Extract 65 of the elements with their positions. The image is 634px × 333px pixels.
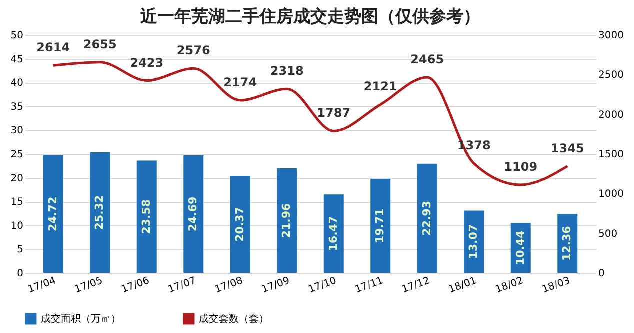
x-tick-label: 17/04 bbox=[26, 276, 58, 296]
data-label: 2423 bbox=[130, 56, 164, 70]
legend-label: 成交面积（万㎡） bbox=[41, 313, 121, 325]
data-label: 2318 bbox=[270, 64, 304, 78]
data-label: 2174 bbox=[224, 76, 258, 90]
y2-tick-label: 3000 bbox=[598, 30, 624, 42]
y-tick-label: 50 bbox=[10, 30, 24, 42]
data-label: 22.93 bbox=[420, 201, 434, 236]
x-tick-label: 17/11 bbox=[354, 276, 385, 296]
x-tick-label: 17/05 bbox=[74, 276, 104, 296]
x-tick-label: 17/12 bbox=[400, 276, 432, 296]
x-tick-label: 18/03 bbox=[541, 276, 572, 296]
bar bbox=[277, 168, 298, 273]
data-label: 10.44 bbox=[514, 230, 527, 266]
data-label: 20.37 bbox=[233, 207, 246, 242]
bar bbox=[230, 176, 250, 273]
bar bbox=[370, 179, 391, 273]
y2-tick-label: 2500 bbox=[598, 70, 624, 82]
y-tick-label: 20 bbox=[10, 173, 24, 184]
y-tick-label: 0 bbox=[17, 268, 24, 280]
bar bbox=[136, 160, 157, 273]
y2-tick-label: 1500 bbox=[598, 150, 624, 160]
y-tick-label: 40 bbox=[10, 78, 24, 90]
x-tick-label: 18/01 bbox=[448, 276, 478, 296]
data-label: 23.58 bbox=[140, 199, 153, 234]
y-tick-label: 45 bbox=[10, 54, 24, 66]
data-label: 2576 bbox=[176, 44, 210, 58]
x-tick-label: 17/08 bbox=[214, 276, 245, 296]
data-label: 1345 bbox=[550, 141, 584, 156]
data-label: 24.69 bbox=[186, 196, 200, 232]
data-label: 2121 bbox=[364, 80, 398, 94]
y-tick-label: 35 bbox=[10, 102, 24, 113]
y-tick-label: 10 bbox=[10, 220, 24, 232]
x-tick-label: 17/07 bbox=[167, 276, 198, 296]
x-tick-label: 17/10 bbox=[307, 276, 338, 296]
data-label: 19.71 bbox=[374, 208, 387, 244]
x-tick-label: 17/06 bbox=[120, 276, 152, 296]
data-label: 1109 bbox=[504, 160, 538, 174]
x-tick-label: 18/02 bbox=[494, 276, 526, 296]
legend-label: 成交套数（套） bbox=[199, 313, 269, 325]
y-tick-label: 30 bbox=[10, 126, 24, 137]
y-tick-label: 15 bbox=[10, 197, 24, 208]
y2-tick-label: 1000 bbox=[598, 189, 624, 200]
data-label: 12.36 bbox=[560, 226, 574, 261]
data-label: 1787 bbox=[317, 106, 351, 120]
data-label: 24.72 bbox=[46, 196, 60, 232]
chart-title: 近一年芜湖二手住房成交走势图（仅供参考） bbox=[140, 7, 480, 27]
y-tick-label: 25 bbox=[10, 150, 24, 160]
bar bbox=[417, 164, 438, 273]
bar bbox=[324, 194, 344, 273]
y2-tick-label: 2000 bbox=[598, 110, 624, 121]
data-label: 25.32 bbox=[93, 195, 106, 230]
y2-tick-label: 500 bbox=[598, 228, 618, 240]
data-label: 21.96 bbox=[280, 202, 294, 238]
bar bbox=[90, 152, 110, 273]
data-label: 16.47 bbox=[326, 216, 340, 252]
data-label: 2655 bbox=[83, 37, 117, 52]
data-label: 2465 bbox=[410, 52, 444, 66]
bar bbox=[184, 155, 204, 273]
y-tick-label: 5 bbox=[17, 244, 24, 256]
x-tick-label: 17/09 bbox=[260, 276, 292, 296]
y2-tick-label: 0 bbox=[598, 268, 605, 280]
bar bbox=[43, 155, 64, 273]
data-label: 2614 bbox=[36, 40, 70, 55]
data-label: 13.07 bbox=[467, 224, 480, 260]
